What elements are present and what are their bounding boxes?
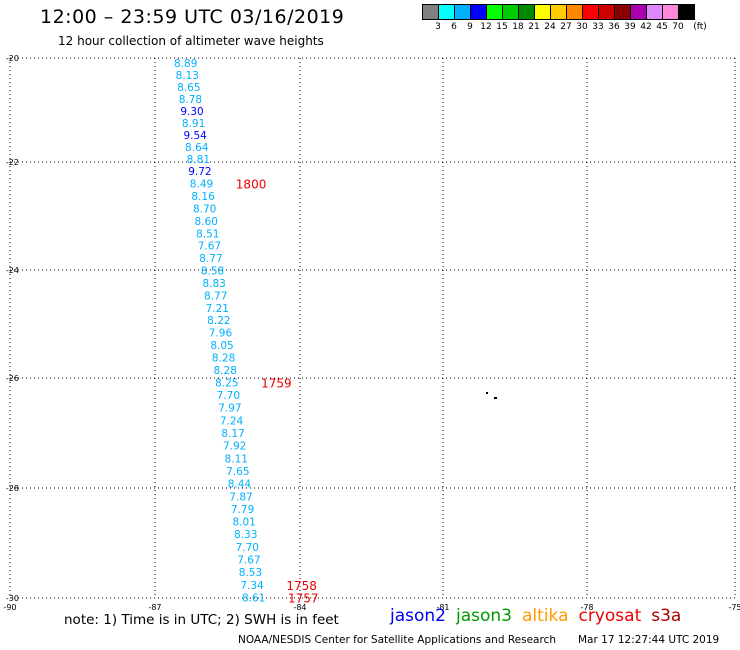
wave-height-value: 8.60	[195, 216, 218, 228]
wave-height-value: 8.11	[225, 453, 248, 465]
wave-height-value: 9.54	[183, 130, 207, 142]
wave-height-value: 9.30	[180, 106, 203, 118]
wave-height-value: 8.61	[242, 592, 265, 604]
color-scale-label: 12	[480, 22, 492, 32]
longitude-tick-label: -78	[580, 603, 593, 612]
altimeter-track: 8.898.138.658.789.308.919.548.648.819.72…	[174, 58, 265, 604]
longitude-tick-label: -81	[436, 603, 449, 612]
wave-height-value: 7.92	[223, 441, 246, 453]
map-grid	[9, 57, 736, 599]
wave-height-value: 8.65	[177, 82, 200, 94]
footnote: note: 1) Time is in UTC; 2) SWH is in fe…	[64, 612, 339, 628]
credit-line: NOAA/NESDIS Center for Satellite Applica…	[238, 634, 556, 646]
latitude-tick-label: -26	[6, 374, 19, 383]
latitude-tick-label: -20	[6, 54, 19, 63]
color-scale-label: (ft)	[693, 22, 707, 32]
map-subtitle: 12 hour collection of altimeter wave hei…	[58, 34, 324, 48]
wave-height-value: 7.24	[220, 415, 244, 427]
wave-height-value: 8.16	[191, 191, 215, 203]
wave-height-value: 8.64	[185, 142, 209, 154]
wave-height-value: 8.89	[174, 58, 197, 70]
wave-height-value: 7.79	[231, 504, 254, 516]
color-scale-label: 18	[512, 22, 524, 32]
wave-height-value: 8.28	[214, 365, 237, 377]
legend-item-s3a: s3a	[651, 606, 682, 626]
color-scale-label: 70	[672, 22, 684, 32]
color-scale-label: 6	[451, 22, 457, 32]
latitude-tick-label: -28	[6, 484, 19, 493]
legend-item-jason3: jason3	[456, 606, 512, 626]
wave-height-value: 7.87	[229, 491, 252, 503]
pass-time-label: 1759	[261, 376, 292, 390]
wave-height-value: 7.97	[218, 403, 241, 415]
wave-height-value: 8.53	[239, 567, 262, 579]
wave-height-value: 8.28	[212, 352, 235, 364]
legend-item-altika: altika	[522, 606, 569, 626]
wave-height-value: 8.91	[182, 118, 205, 130]
longitude-tick-label: -84	[293, 603, 306, 612]
map-title: 12:00 – 23:59 UTC 03/16/2019	[40, 6, 345, 28]
pass-time-label: 1800	[236, 178, 267, 192]
wave-height-value: 7.34	[240, 580, 264, 592]
wave-height-value: 8.17	[221, 428, 244, 440]
island-mark	[486, 392, 488, 394]
wave-height-value: 7.96	[209, 328, 233, 340]
latitude-tick-label: -24	[6, 266, 19, 275]
wave-height-value: 8.83	[202, 278, 225, 290]
latitude-tick-label: -30	[6, 594, 19, 603]
color-scale-label: 39	[624, 22, 636, 32]
wave-height-value: 8.49	[190, 179, 213, 191]
wave-height-value: 8.33	[234, 529, 257, 541]
wave-height-value: 8.78	[179, 94, 202, 106]
wave-height-value: 8.58	[201, 266, 224, 278]
satellite-legend: jason2 jason3 altika cryosat s3a	[390, 606, 691, 626]
legend-item-cryosat: cryosat	[578, 606, 642, 626]
color-scale-label: 33	[592, 22, 604, 32]
generation-timestamp: Mar 17 12:27:44 UTC 2019	[578, 634, 720, 646]
wave-height-value: 8.70	[193, 203, 216, 215]
color-scale-label: 24	[544, 22, 556, 32]
color-scale-label: 9	[467, 22, 473, 32]
pass-time-label: 1757	[288, 591, 319, 605]
wave-height-value: 7.65	[226, 466, 249, 478]
color-scale-label: 42	[640, 22, 652, 32]
color-scale-label: 30	[576, 22, 588, 32]
latitude-tick-label: -22	[6, 158, 19, 167]
wave-height-value: 7.21	[206, 303, 229, 315]
island-marks	[486, 392, 497, 399]
wave-height-value: 8.44	[228, 479, 252, 491]
axis-tick-labels: -90 -87 -84 -81 -78 -75 -20 -22 -24 -26 -28 -30	[3, 54, 740, 612]
wave-height-value: 8.81	[187, 154, 210, 166]
longitude-tick-label: -90	[3, 603, 16, 612]
longitude-tick-label: -87	[148, 603, 161, 612]
wave-height-value: 8.77	[204, 290, 227, 302]
color-scale-label: 21	[528, 22, 540, 32]
color-scale-label: 45	[656, 22, 668, 32]
wave-height-value: 8.25	[215, 377, 238, 389]
color-scale-label: 15	[496, 22, 508, 32]
longitude-tick-label: -75	[728, 603, 740, 612]
wave-height-value: 7.70	[217, 390, 240, 402]
color-scale-labels: 3 6 9 12 15 18 21 24 27 30 33 36 39 42 45 70 (ft)	[422, 22, 740, 36]
color-scale-label: 3	[435, 22, 441, 32]
wave-height-value: 9.72	[188, 166, 211, 178]
wave-height-value: 7.67	[198, 241, 221, 253]
color-scale-bar	[422, 4, 695, 20]
wave-height-value: 8.22	[207, 315, 230, 327]
island-mark	[494, 397, 497, 399]
pass-time-label: 1758	[286, 579, 317, 593]
wave-height-value: 8.01	[232, 517, 255, 529]
color-scale-label: 36	[608, 22, 620, 32]
wave-height-value: 7.70	[236, 542, 259, 554]
color-scale-label: 27	[560, 22, 572, 32]
wave-height-value: 8.05	[210, 340, 233, 352]
color-scale-swatch	[678, 4, 695, 20]
wave-height-value: 7.67	[237, 555, 260, 567]
wave-height-value: 8.51	[196, 228, 219, 240]
wave-height-value: 8.77	[199, 253, 222, 265]
legend-item-jason2: jason2	[390, 606, 446, 626]
wave-height-value: 8.13	[176, 70, 199, 82]
